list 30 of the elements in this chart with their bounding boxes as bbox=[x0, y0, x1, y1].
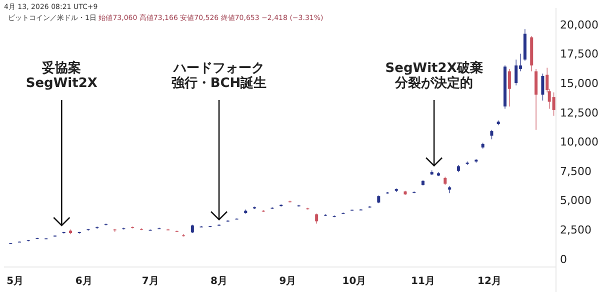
y-tick-label: 7,500 bbox=[560, 164, 592, 178]
x-tick-label: 5月 bbox=[6, 276, 24, 287]
x-tick-label: 8月 bbox=[210, 276, 228, 287]
y-tick-label: 17,500 bbox=[560, 48, 598, 61]
candlestick bbox=[534, 68, 538, 130]
candlestick bbox=[315, 213, 318, 224]
x-tick-label: 6月 bbox=[75, 276, 92, 287]
x-tick-label: 11月 bbox=[411, 276, 435, 287]
annotation: 強行・BCH誕生 bbox=[171, 75, 267, 91]
candlestick bbox=[490, 129, 494, 140]
annotation: 分裂が決定的 bbox=[394, 75, 474, 91]
annotation: SegWit2X破棄 bbox=[385, 60, 483, 76]
annotation: SegWit2X bbox=[26, 76, 98, 91]
x-tick-label: 10月 bbox=[342, 276, 366, 287]
y-tick-label: 5,000 bbox=[560, 194, 592, 208]
candlestick bbox=[552, 92, 556, 116]
annotation: ハードフォーク bbox=[172, 61, 265, 76]
x-tick-label: 9月 bbox=[279, 276, 296, 287]
y-tick-label: 12,500 bbox=[560, 106, 598, 120]
x-tick-label: 7月 bbox=[142, 276, 159, 287]
y-tick-label: 0 bbox=[560, 252, 567, 266]
x-tick-label: 12月 bbox=[478, 276, 502, 287]
y-tick-label: 15,000 bbox=[560, 77, 598, 90]
annotation: 妥協案 bbox=[41, 60, 82, 76]
candlestick bbox=[541, 73, 544, 101]
y-tick-label: 20,000 bbox=[560, 18, 598, 32]
y-tick-label: 10,000 bbox=[560, 136, 598, 149]
candlestick bbox=[514, 59, 518, 86]
candlestick bbox=[508, 68, 511, 107]
y-tick-label: 2,500 bbox=[560, 224, 592, 236]
